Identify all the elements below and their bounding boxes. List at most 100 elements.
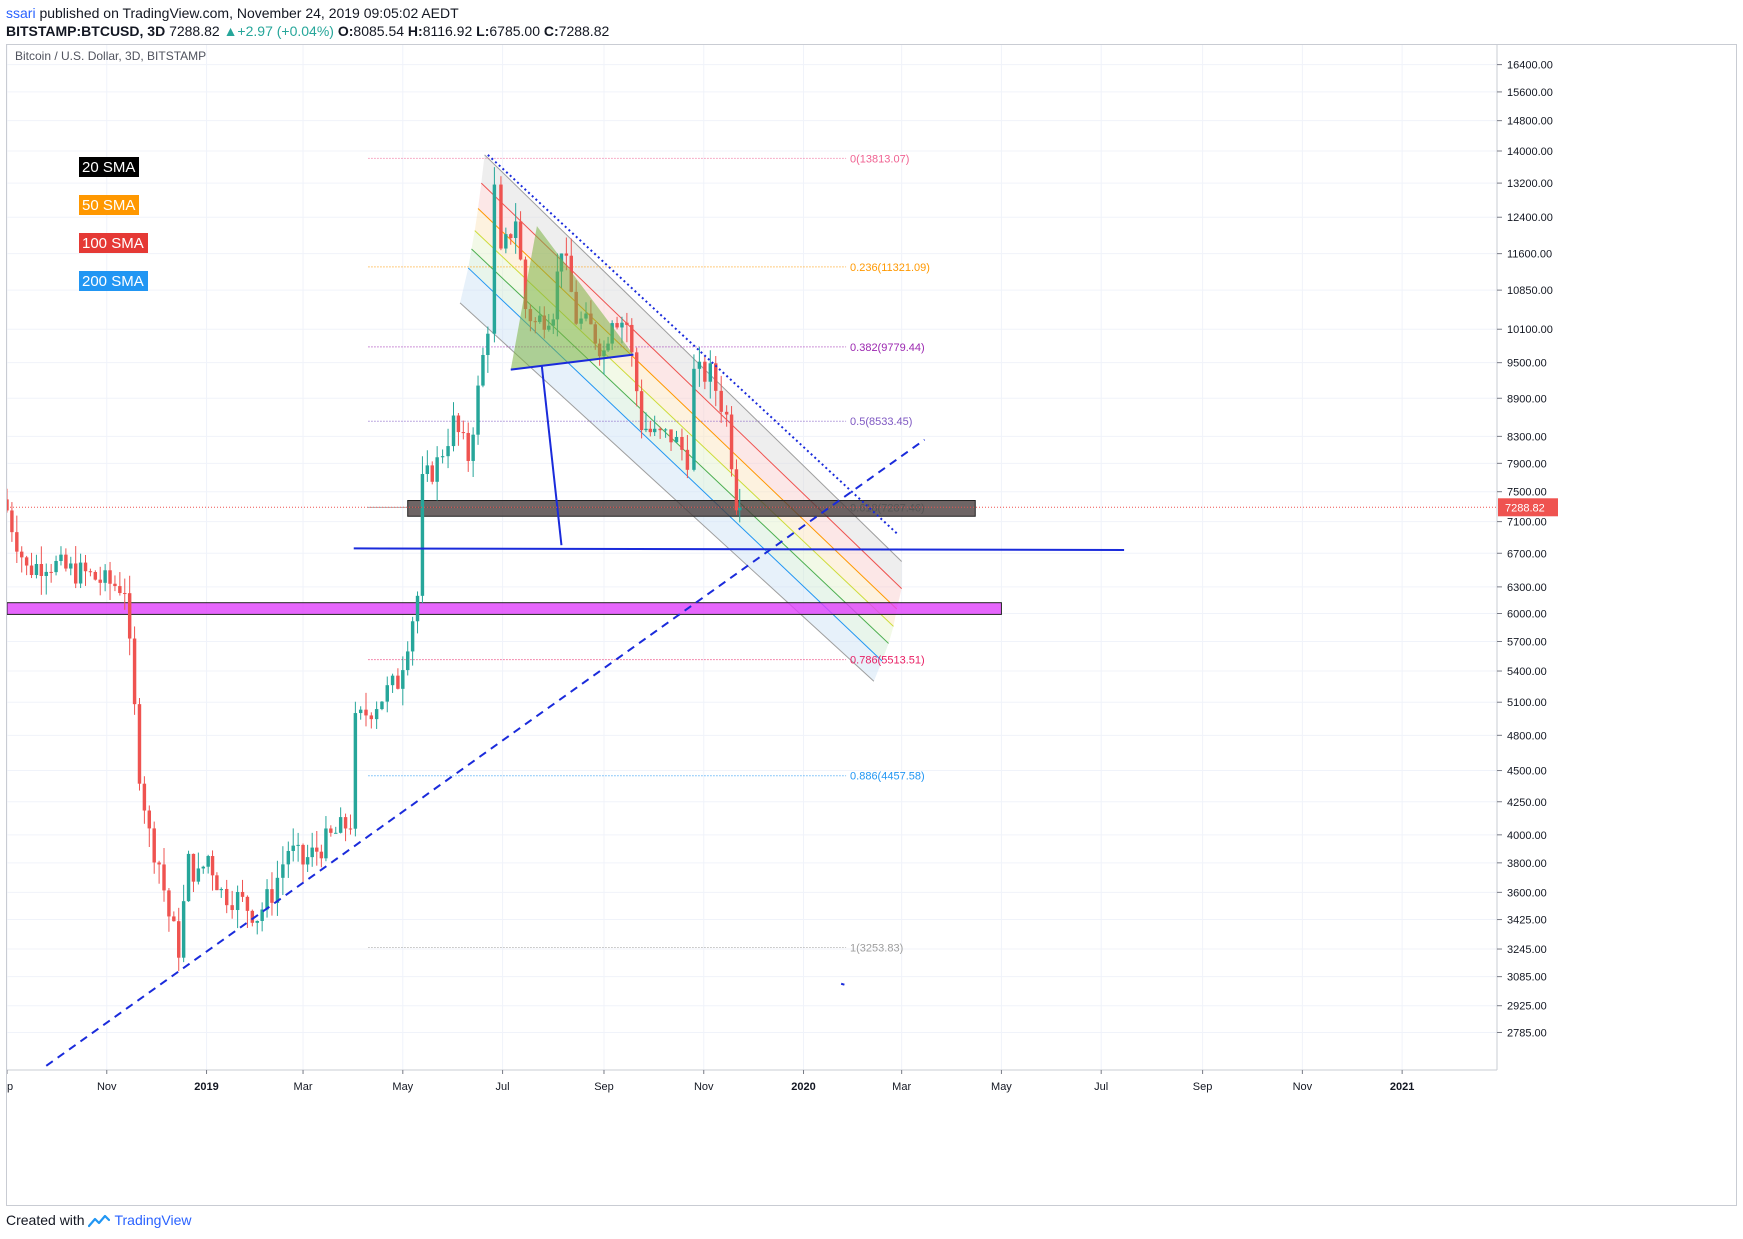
candle-body [523, 259, 528, 310]
candle-body [420, 474, 425, 596]
candle-body [44, 571, 48, 576]
candle-body [639, 391, 644, 431]
candle-body [315, 847, 319, 852]
price-tick-label: 8300.00 [1507, 431, 1547, 443]
candle-body [446, 446, 450, 457]
candle-body [509, 234, 513, 238]
candle-body [380, 701, 384, 710]
candle-body [127, 593, 132, 639]
time-tick-label: 2021 [1390, 1081, 1414, 1093]
candle-body [658, 428, 662, 431]
candle-body [518, 221, 523, 260]
candle-body [456, 415, 461, 433]
sma-legend: 20 SMA 50 SMA 100 SMA 200 SMA [79, 157, 148, 291]
candlestick-series [5, 167, 742, 972]
price-change: ▲+2.97 (+0.04%) [223, 23, 334, 39]
candle-body [83, 562, 88, 572]
candle-body [385, 685, 389, 702]
fib-retracement-lines: 0(13813.07) 0.236(11321.09) 0.382(9779.44)… [368, 153, 930, 955]
candle-body [215, 875, 219, 891]
candle-body [405, 651, 410, 671]
price-tick-label: 12400.00 [1507, 212, 1553, 224]
candle-body [334, 832, 338, 834]
candle-body [157, 862, 161, 865]
price-axis[interactable]: 16400.00 15600.00 14800.00 14000.00 13200.00… [1496, 45, 1558, 1070]
time-tick-label: Sep [594, 1081, 614, 1093]
publisher-name[interactable]: ssari [6, 5, 36, 21]
candle-body [714, 363, 718, 391]
candle-body [476, 385, 480, 435]
candle-body [697, 361, 702, 369]
candle-body [374, 709, 379, 720]
candle-body [73, 563, 78, 584]
candle-body [177, 921, 181, 958]
candle-body [652, 428, 657, 433]
candle-body [245, 896, 250, 911]
support-zone-magenta [6, 602, 1002, 615]
chart-frame[interactable]: 0(13813.07) 0.236(11321.09) 0.382(9779.44)… [1, 44, 1737, 1206]
price-tick-label: 4250.00 [1507, 797, 1547, 809]
legend-swatch [79, 157, 139, 177]
tradingview-brand[interactable]: TradingView [114, 1212, 192, 1228]
candle-body [69, 563, 73, 569]
price-tick-label: 2925.00 [1507, 1001, 1547, 1013]
open-label: O: [337, 23, 354, 39]
candle-body [186, 853, 191, 902]
triangle-base-line [510, 353, 634, 371]
candle-body [301, 844, 305, 865]
candle-body [147, 810, 152, 829]
candle-body [230, 905, 234, 911]
time-tick-label: Mar [892, 1081, 911, 1093]
trend-drawings [7, 154, 1497, 1067]
candle-body [680, 436, 684, 450]
candle-body [663, 429, 668, 431]
candle-body [734, 469, 739, 511]
candle-body [466, 432, 470, 461]
candle-body [113, 583, 117, 587]
price-tick-label: 5700.00 [1507, 637, 1547, 649]
price-chart[interactable]: 0(13813.07) 0.236(11321.09) 0.382(9779.44)… [1, 45, 1736, 1205]
time-tick-label: Jul [496, 1081, 510, 1093]
candle-body [415, 595, 420, 622]
candle-body [10, 510, 14, 533]
fib-channel-band [481, 154, 902, 589]
time-tick-label: Nov [694, 1081, 714, 1093]
legend-swatch [79, 195, 139, 215]
fib-channel-band [460, 267, 883, 682]
candle-body [685, 449, 690, 470]
candle-body [64, 554, 68, 569]
legend-swatch [79, 271, 148, 291]
price-tick-label: 3600.00 [1507, 887, 1547, 899]
high-label: H: [407, 23, 423, 39]
price-tick-label: 3800.00 [1507, 858, 1547, 870]
candle-body [430, 465, 434, 482]
time-tick-label: Mar [294, 1081, 313, 1093]
candle-body [59, 554, 63, 561]
candle-body [142, 783, 147, 811]
candle-body [425, 465, 430, 475]
price-tick-label: 6700.00 [1507, 548, 1547, 560]
time-tick-label: 2020 [791, 1081, 815, 1093]
fib-level-label: 0(13813.07) [850, 153, 909, 165]
candle-body [181, 901, 186, 958]
time-tick-label: May [392, 1081, 413, 1093]
price-tick-label: 4000.00 [1507, 830, 1547, 842]
candle-body [78, 562, 83, 584]
candle-body [692, 368, 696, 470]
candle-body [5, 499, 9, 511]
candle-body [674, 436, 679, 443]
candle-body [481, 355, 485, 386]
price-tick-label: 3425.00 [1507, 915, 1547, 927]
time-tick-label: Nov [97, 1081, 117, 1093]
price-tick-label: 11600.00 [1507, 249, 1552, 261]
legend-label: 20 SMA [82, 159, 135, 176]
candle-body [343, 817, 348, 829]
candle-body [461, 432, 466, 434]
candle-body [396, 675, 400, 689]
candle-body [644, 428, 648, 431]
candle-body [451, 415, 456, 447]
candle-body [738, 507, 742, 511]
candle-body [93, 572, 98, 580]
legend-label: 200 SMA [82, 273, 144, 290]
time-axis[interactable]: ep Nov 2019 Mar May Jul Sep Nov 2020 Mar May Jul Sep… [1, 1069, 1497, 1093]
